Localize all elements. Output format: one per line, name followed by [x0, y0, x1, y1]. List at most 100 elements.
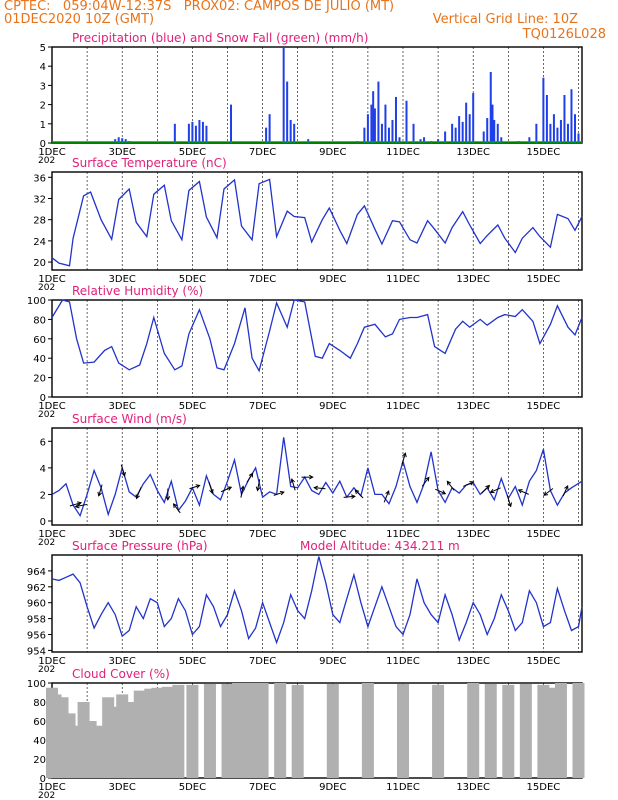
wind-vector-shaft	[246, 473, 253, 483]
wind-vector-shaft	[343, 495, 355, 498]
precip-bar	[491, 104, 494, 143]
precip-bar	[194, 125, 197, 143]
wind-vector-shaft	[435, 488, 446, 495]
temp-xtick-label: 15DEC	[527, 274, 561, 285]
precip-bar	[419, 139, 422, 143]
cloud-xtick-label: 3DEC	[109, 782, 136, 793]
pres-xtick-label: 11DEC	[386, 656, 420, 667]
rh-xtick-label: 5DEC	[179, 401, 206, 412]
precip-bar	[268, 114, 271, 143]
cloud-ytick-label: 40	[33, 736, 46, 747]
pres-ytick-label: 954	[27, 646, 46, 657]
precip-bar	[289, 119, 292, 143]
cloud-bar	[246, 683, 259, 778]
precip-bar	[230, 104, 233, 143]
wind-title: Surface Wind (m/s)	[72, 412, 187, 426]
wind-xtick-label: 11DEC	[386, 529, 420, 540]
pres-ytick-label: 962	[27, 583, 46, 594]
wind-series-line	[51, 437, 583, 518]
temp-xtick-label: 11DEC	[386, 274, 420, 285]
pres-xtick-label: 7DEC	[249, 656, 276, 667]
wind-vector-head	[489, 488, 495, 494]
wind-vector-shaft	[481, 485, 490, 494]
wind-vector-head	[308, 474, 314, 480]
precip-bar	[486, 118, 489, 143]
wind-vector-shaft	[383, 490, 390, 503]
rh-ytick-label: 0	[40, 393, 46, 404]
cloud-xtick-label: 9DEC	[319, 782, 346, 793]
wind-vector-head	[209, 489, 214, 495]
temp-series-line	[51, 178, 583, 267]
wind-vector-shaft	[208, 481, 213, 494]
wind-xtick-label: 9DEC	[319, 529, 346, 540]
wind-vector-shaft	[120, 464, 126, 477]
wind-vector-shaft	[75, 503, 87, 508]
cloud-panel	[46, 682, 585, 779]
wind-vector-shaft	[463, 481, 474, 487]
precip-xtick-label: 7DEC	[249, 147, 276, 158]
cloud-ytick-label: 80	[33, 698, 46, 709]
wind-vector-head	[227, 486, 233, 491]
wind-vector-shaft	[136, 487, 142, 499]
cloud-ytick-label: 20	[33, 755, 46, 766]
wind-vector-shaft	[562, 485, 569, 497]
cloud-bar	[256, 683, 269, 778]
rh-ytick-label: 20	[33, 374, 46, 385]
wind-vector-shaft	[446, 481, 455, 491]
pres-year-label: 202	[38, 665, 55, 675]
wind-year-label: 202	[38, 538, 55, 548]
temp-xtick-label: 9DEC	[319, 274, 346, 285]
precip-bar	[191, 121, 194, 143]
precip-bar	[500, 137, 503, 143]
wind-xtick-label: 7DEC	[249, 529, 276, 540]
precip-ytick-label: 1	[40, 120, 46, 131]
pres-series-line	[51, 556, 583, 645]
wind-vector-head	[248, 472, 254, 478]
wind-vector-shaft	[240, 486, 244, 498]
rh-xtick-label: 9DEC	[319, 401, 346, 412]
precip-ytick-label: 0	[40, 139, 46, 150]
wind-vector-head	[240, 485, 245, 491]
precip-bar	[493, 119, 496, 143]
precip-bar	[173, 123, 176, 143]
precip-bar	[265, 127, 268, 143]
wind-xtick-label: 3DEC	[109, 529, 136, 540]
wind-ytick-label: 2	[40, 490, 46, 501]
precip-frame	[51, 46, 583, 144]
cloud-xtick-label: 15DEC	[527, 782, 561, 793]
cloud-bar	[291, 684, 304, 778]
wind-vector-head	[77, 501, 83, 506]
precip-xtick-label: 13DEC	[456, 147, 490, 158]
wind-vector-head	[507, 502, 513, 508]
precip-bar	[380, 123, 383, 143]
precip-bar	[528, 137, 531, 143]
precip-bar	[398, 137, 401, 143]
wind-vector-head	[255, 486, 261, 492]
pres-ytick-label: 958	[27, 615, 46, 626]
cloud-bar	[172, 684, 185, 778]
wind-vector-shaft	[291, 478, 296, 491]
precip-ytick-label: 4	[40, 62, 46, 73]
temp-ytick-label: 24	[33, 237, 46, 248]
wind-vector-head	[121, 471, 126, 477]
rh-ytick-label: 40	[33, 354, 46, 365]
rh-xtick-label: 15DEC	[527, 401, 561, 412]
precip-bar	[286, 81, 289, 143]
rh-ytick-label: 60	[33, 335, 46, 346]
cloud-xtick-label: 13DEC	[456, 782, 490, 793]
cloud-ytick-label: 0	[40, 774, 46, 785]
header-code: TQ0126L028	[522, 27, 606, 42]
cloud-bar	[502, 684, 515, 778]
precip-bar	[370, 104, 373, 143]
precip-bar	[293, 123, 296, 143]
wind-vector-head	[446, 480, 452, 486]
precip-bar	[535, 123, 538, 143]
cloud-bar	[249, 773, 262, 778]
wind-vector-head	[74, 503, 80, 509]
wind-vector-head	[350, 494, 356, 499]
precip-ytick-label: 5	[40, 43, 46, 54]
precip-bar	[482, 131, 485, 143]
cloud-bar	[396, 683, 409, 778]
temp-frame	[51, 171, 583, 271]
precip-bar	[377, 81, 380, 143]
